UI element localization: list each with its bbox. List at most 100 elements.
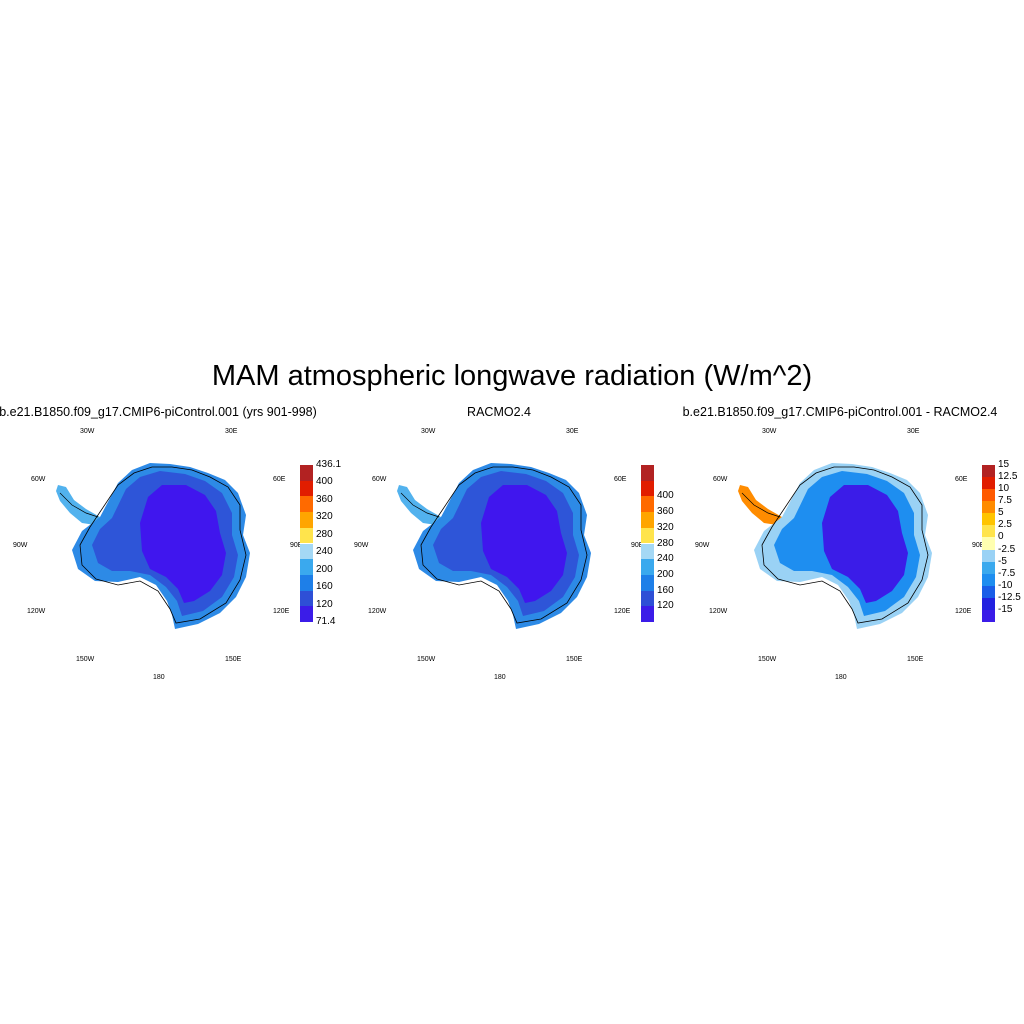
colorbar-swatch: [982, 585, 995, 598]
colorbar-label: -12.5: [998, 591, 1021, 603]
colorbar-swatch: [641, 559, 654, 575]
panel-model: b.e21.B1850.f09_g17.CMIP6-piControl.001 …: [0, 405, 342, 695]
colorbar-swatch: [982, 525, 995, 538]
colorbar-label: 71.4: [316, 616, 336, 627]
lon-label-180: 180: [494, 674, 506, 681]
peninsula-coastline: [400, 492, 440, 518]
colorbar-swatch: [641, 480, 654, 497]
lon-label-150e: 150E: [225, 656, 242, 663]
colorbar-label: 2.5: [998, 519, 1012, 531]
colorbar-swatch: [300, 496, 313, 513]
colorbar-swatch: [982, 597, 995, 610]
coastline: [761, 466, 929, 624]
lon-label-90e: 90E: [972, 542, 985, 549]
lon-label-30e: 30E: [907, 428, 920, 435]
peninsula-region: [397, 485, 441, 525]
panel-title: b.e21.B1850.f09_g17.CMIP6-piControl.001 …: [682, 405, 998, 419]
coastline: [79, 466, 247, 624]
colorbar-label: 120: [657, 600, 674, 612]
colorbar-label: -2.5: [998, 543, 1016, 555]
colorbar-swatch: [300, 559, 313, 575]
antarctica-map: [56, 463, 250, 629]
colorbar-label: 200: [316, 563, 333, 575]
colorbar-swatch: [982, 489, 995, 502]
antarctica-map: [738, 463, 932, 629]
colorbar-label: 360: [657, 506, 674, 518]
colorbar-swatch: [300, 512, 313, 528]
lon-label-150w: 150W: [758, 656, 777, 663]
colorbar-swatch: [982, 609, 995, 622]
colorbar-label: 7.5: [998, 495, 1012, 507]
lon-label-30w: 30W: [421, 428, 436, 435]
colorbar-label: 120: [316, 598, 333, 610]
colorbar-swatch: [300, 465, 313, 481]
lon-label-90w: 90W: [13, 542, 28, 549]
colorbar-label: 280: [657, 537, 674, 549]
lon-label-150w: 150W: [417, 656, 436, 663]
interior-region: [140, 485, 226, 603]
colorbar-label: 10: [998, 483, 1010, 495]
peninsula-region: [56, 485, 100, 525]
colorbar-swatch: [982, 465, 995, 478]
panel-racmo: RACMO2.4 30W 30E 60W 60E 90W 90E 120W 120E 150W 1…: [341, 405, 683, 695]
lon-label-30e: 30E: [566, 428, 579, 435]
antarctica-map: [397, 463, 591, 629]
lon-label-90e: 90E: [290, 542, 303, 549]
colorbar-label: 280: [316, 528, 333, 540]
lon-label-120e: 120E: [614, 608, 631, 615]
colorbar-swatch: [641, 527, 654, 544]
peninsula-coastline: [59, 492, 99, 518]
lon-label-120e: 120E: [273, 608, 290, 615]
lon-label-180: 180: [835, 674, 847, 681]
lon-label-90e: 90E: [631, 542, 644, 549]
lon-label-30w: 30W: [762, 428, 777, 435]
colorbar-swatch: [300, 480, 313, 497]
colorbar-swatch: [982, 549, 995, 562]
lon-label-60w: 60W: [31, 476, 46, 483]
colorbar-label: 360: [316, 493, 333, 505]
interior-region: [822, 485, 908, 603]
colorbar-swatch: [982, 561, 995, 574]
colorbar-swatch: [641, 465, 654, 481]
lon-label-60w: 60W: [713, 476, 728, 483]
colorbar-swatch: [300, 590, 313, 607]
colorbar-label: 400: [657, 490, 674, 502]
colorbar-label: 160: [657, 584, 674, 596]
lon-label-90w: 90W: [695, 542, 710, 549]
colorbar-label: -10: [998, 579, 1013, 591]
colorbar-swatch: [982, 513, 995, 526]
colorbar-label: 436.1: [316, 459, 342, 470]
panel-title: b.e21.B1850.f09_g17.CMIP6-piControl.001 …: [0, 405, 317, 419]
colorbar-swatch: [641, 606, 654, 622]
interior-region: [481, 485, 567, 603]
colorbar-swatch: [982, 501, 995, 514]
lon-label-30e: 30E: [225, 428, 238, 435]
colorbar-label: 5: [998, 507, 1004, 519]
colorbar-label: 15: [998, 459, 1010, 470]
lon-label-60e: 60E: [273, 476, 286, 483]
figure-title: MAM atmospheric longwave radiation (W/m^…: [211, 360, 813, 392]
lon-label-60e: 60E: [955, 476, 968, 483]
colorbar-label: -15: [998, 603, 1013, 615]
lon-label-180: 180: [153, 674, 165, 681]
lon-label-120w: 120W: [709, 608, 728, 615]
colorbar-label: 160: [316, 581, 333, 593]
colorbar-swatch: [300, 574, 313, 591]
colorbar-swatch: [982, 537, 995, 550]
colorbar-swatch: [300, 543, 313, 560]
lon-label-60e: 60E: [614, 476, 627, 483]
colorbar-label: 200: [657, 568, 674, 580]
colorbar-swatch: [300, 606, 313, 622]
peninsula-coastline: [741, 492, 781, 518]
colorbar-label: -7.5: [998, 567, 1016, 579]
coastline: [420, 466, 588, 624]
colorbar-swatch: [641, 496, 654, 513]
colorbar-label: 320: [657, 521, 674, 533]
colorbar-swatch: [641, 512, 654, 528]
colorbar-label: 240: [316, 546, 333, 558]
lon-label-150e: 150E: [566, 656, 583, 663]
colorbar-label: 12.5: [998, 471, 1018, 483]
colorbar-label: 400: [316, 476, 333, 488]
lon-label-150e: 150E: [907, 656, 924, 663]
colorbar-swatch: [641, 590, 654, 607]
